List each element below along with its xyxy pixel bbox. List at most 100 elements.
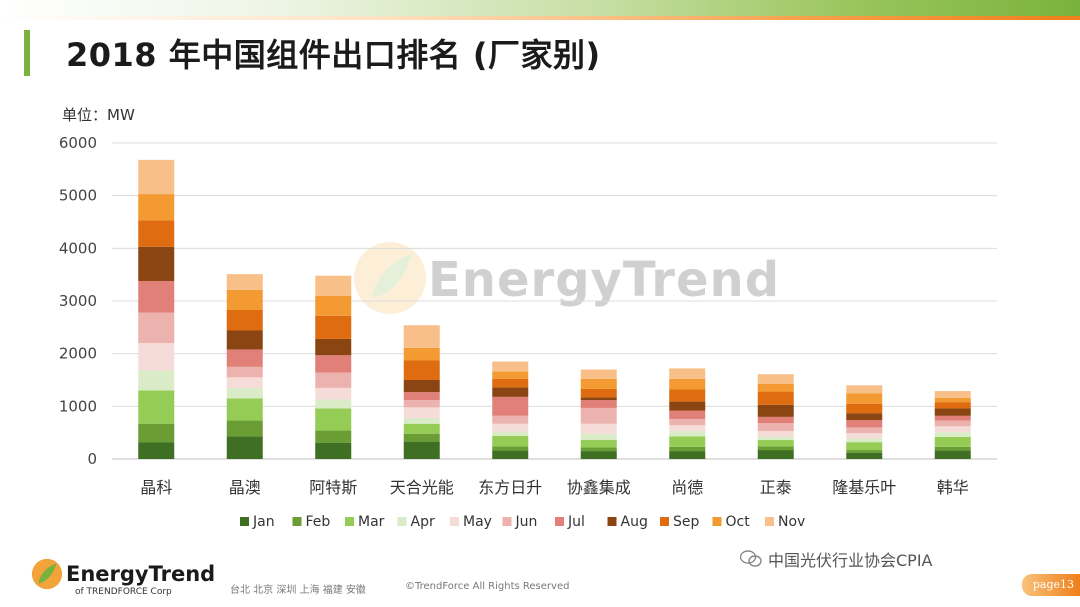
y-tick-label: 2000	[59, 345, 97, 363]
legend-label: Nov	[778, 514, 805, 530]
unit-label: 单位：MW	[62, 106, 135, 124]
x-tick-label: 天合光能	[390, 478, 454, 497]
bar-segment-aug	[492, 387, 529, 397]
legend-swatch-apr	[397, 517, 407, 526]
bar-segment-oct	[403, 347, 440, 361]
bar-segment-mar	[934, 436, 971, 447]
legend-label: Oct	[726, 514, 751, 530]
bar-segment-nov	[934, 391, 971, 398]
legend-swatch-mar	[345, 517, 354, 526]
footer-copyright: ©TrendForce All Rights Reserved	[405, 581, 570, 592]
x-tick-label: 东方日升	[478, 478, 542, 497]
bar-segment-mar	[846, 442, 883, 451]
wechat-text: 中国光伏行业协会CPIA	[768, 551, 933, 570]
bar-segment-feb	[315, 430, 352, 443]
page-tab	[1022, 574, 1080, 596]
bar-segment-feb	[669, 446, 706, 452]
bar-segment-may	[846, 433, 883, 439]
bar-segment-jan	[315, 442, 352, 459]
bar-segment-jan	[226, 436, 263, 459]
bar-segment-mar	[669, 436, 706, 447]
legend-swatch-sep	[660, 517, 669, 526]
bar-segment-jun	[757, 423, 794, 432]
energytrend-logo-icon	[31, 558, 63, 590]
y-tick-label: 4000	[59, 239, 97, 257]
legend-swatch-feb	[292, 517, 302, 526]
x-tick-label: 阿特斯	[309, 478, 357, 497]
legend-swatch-jul	[555, 517, 564, 526]
x-tick-label: 尚德	[671, 478, 703, 497]
bar-segment-oct	[492, 371, 529, 379]
bar-segment-mar	[403, 423, 440, 434]
bar-segment-oct	[315, 295, 352, 316]
top-decor-stripe-orange	[0, 16, 1080, 20]
bar-segment-apr	[669, 431, 706, 437]
bar-segment-mar	[138, 390, 175, 424]
bar-segment-aug	[315, 338, 352, 356]
bar-segment-sep	[315, 315, 352, 339]
bar-segment-oct	[846, 393, 883, 404]
bar-segment-may	[226, 377, 263, 388]
bar-segment-may	[138, 343, 175, 371]
bar-segment-nov	[757, 374, 794, 384]
bar-segment-mar	[492, 435, 529, 447]
wechat-watermark: 中国光伏行业协会CPIA	[740, 547, 933, 571]
bar-segment-oct	[934, 397, 971, 403]
bar-segment-mar	[580, 440, 617, 448]
legend-label: Jun	[515, 514, 538, 530]
footer-logo-sub: of TRENDFORCE Corp	[75, 587, 172, 597]
bar-segment-may	[315, 387, 352, 400]
legend-label: Jan	[252, 514, 275, 530]
x-tick-label: 韩华	[937, 478, 969, 497]
bar-segment-jul	[846, 420, 883, 428]
bar-segment-jun	[403, 400, 440, 408]
bar-segment-aug	[846, 413, 883, 421]
y-tick-label: 6000	[59, 134, 97, 152]
bar-segment-nov	[492, 361, 529, 372]
bar-segment-apr	[934, 432, 971, 437]
legend-label: Sep	[673, 514, 700, 530]
footer-cities: 台北 北京 深圳 上海 福建 安徽	[230, 585, 366, 596]
y-tick-label: 5000	[59, 187, 97, 205]
bar-segment-jun	[492, 415, 529, 424]
bar-segment-apr	[757, 436, 794, 441]
bar-segment-aug	[403, 380, 440, 393]
bar-segment-may	[669, 425, 706, 432]
bar-segment-jan	[669, 451, 706, 459]
legend-label: May	[463, 514, 492, 530]
x-tick-label: 协鑫集成	[567, 478, 631, 497]
bar-segment-jan	[846, 452, 883, 459]
bar-segment-jan	[580, 451, 617, 459]
bar-segment-aug	[226, 330, 263, 350]
bar-segment-may	[403, 407, 440, 418]
bar-segment-jun	[138, 312, 175, 344]
title-accent-bar	[24, 30, 30, 76]
bar-segment-apr	[580, 433, 617, 441]
y-tick-label: 1000	[59, 397, 97, 415]
bar-segment-sep	[934, 402, 971, 409]
bar-segment-may	[492, 423, 529, 432]
bar-segment-jul	[226, 349, 263, 367]
bar-segment-sep	[492, 378, 529, 388]
bar-segment-sep	[757, 391, 794, 405]
bar-segment-jul	[934, 415, 971, 421]
bar-segment-aug	[757, 404, 794, 417]
bar-segment-jun	[846, 427, 883, 434]
bar-segment-mar	[226, 398, 263, 421]
bar-segment-sep	[580, 388, 617, 398]
bar-segment-jan	[138, 442, 175, 459]
bar-segment-oct	[669, 378, 706, 390]
bar-segment-nov	[846, 385, 883, 394]
bar-segment-jun	[315, 372, 352, 388]
bar-segment-feb	[138, 423, 175, 443]
legend-label: Aug	[621, 514, 648, 530]
bar-segment-sep	[669, 389, 706, 402]
bar-segment-feb	[226, 420, 263, 437]
bar-segment-oct	[757, 383, 794, 392]
bar-segment-may	[580, 423, 617, 434]
bar-segment-jul	[315, 355, 352, 373]
bar-segment-nov	[580, 369, 617, 379]
bar-segment-jul	[138, 280, 175, 313]
bar-segment-sep	[403, 360, 440, 380]
